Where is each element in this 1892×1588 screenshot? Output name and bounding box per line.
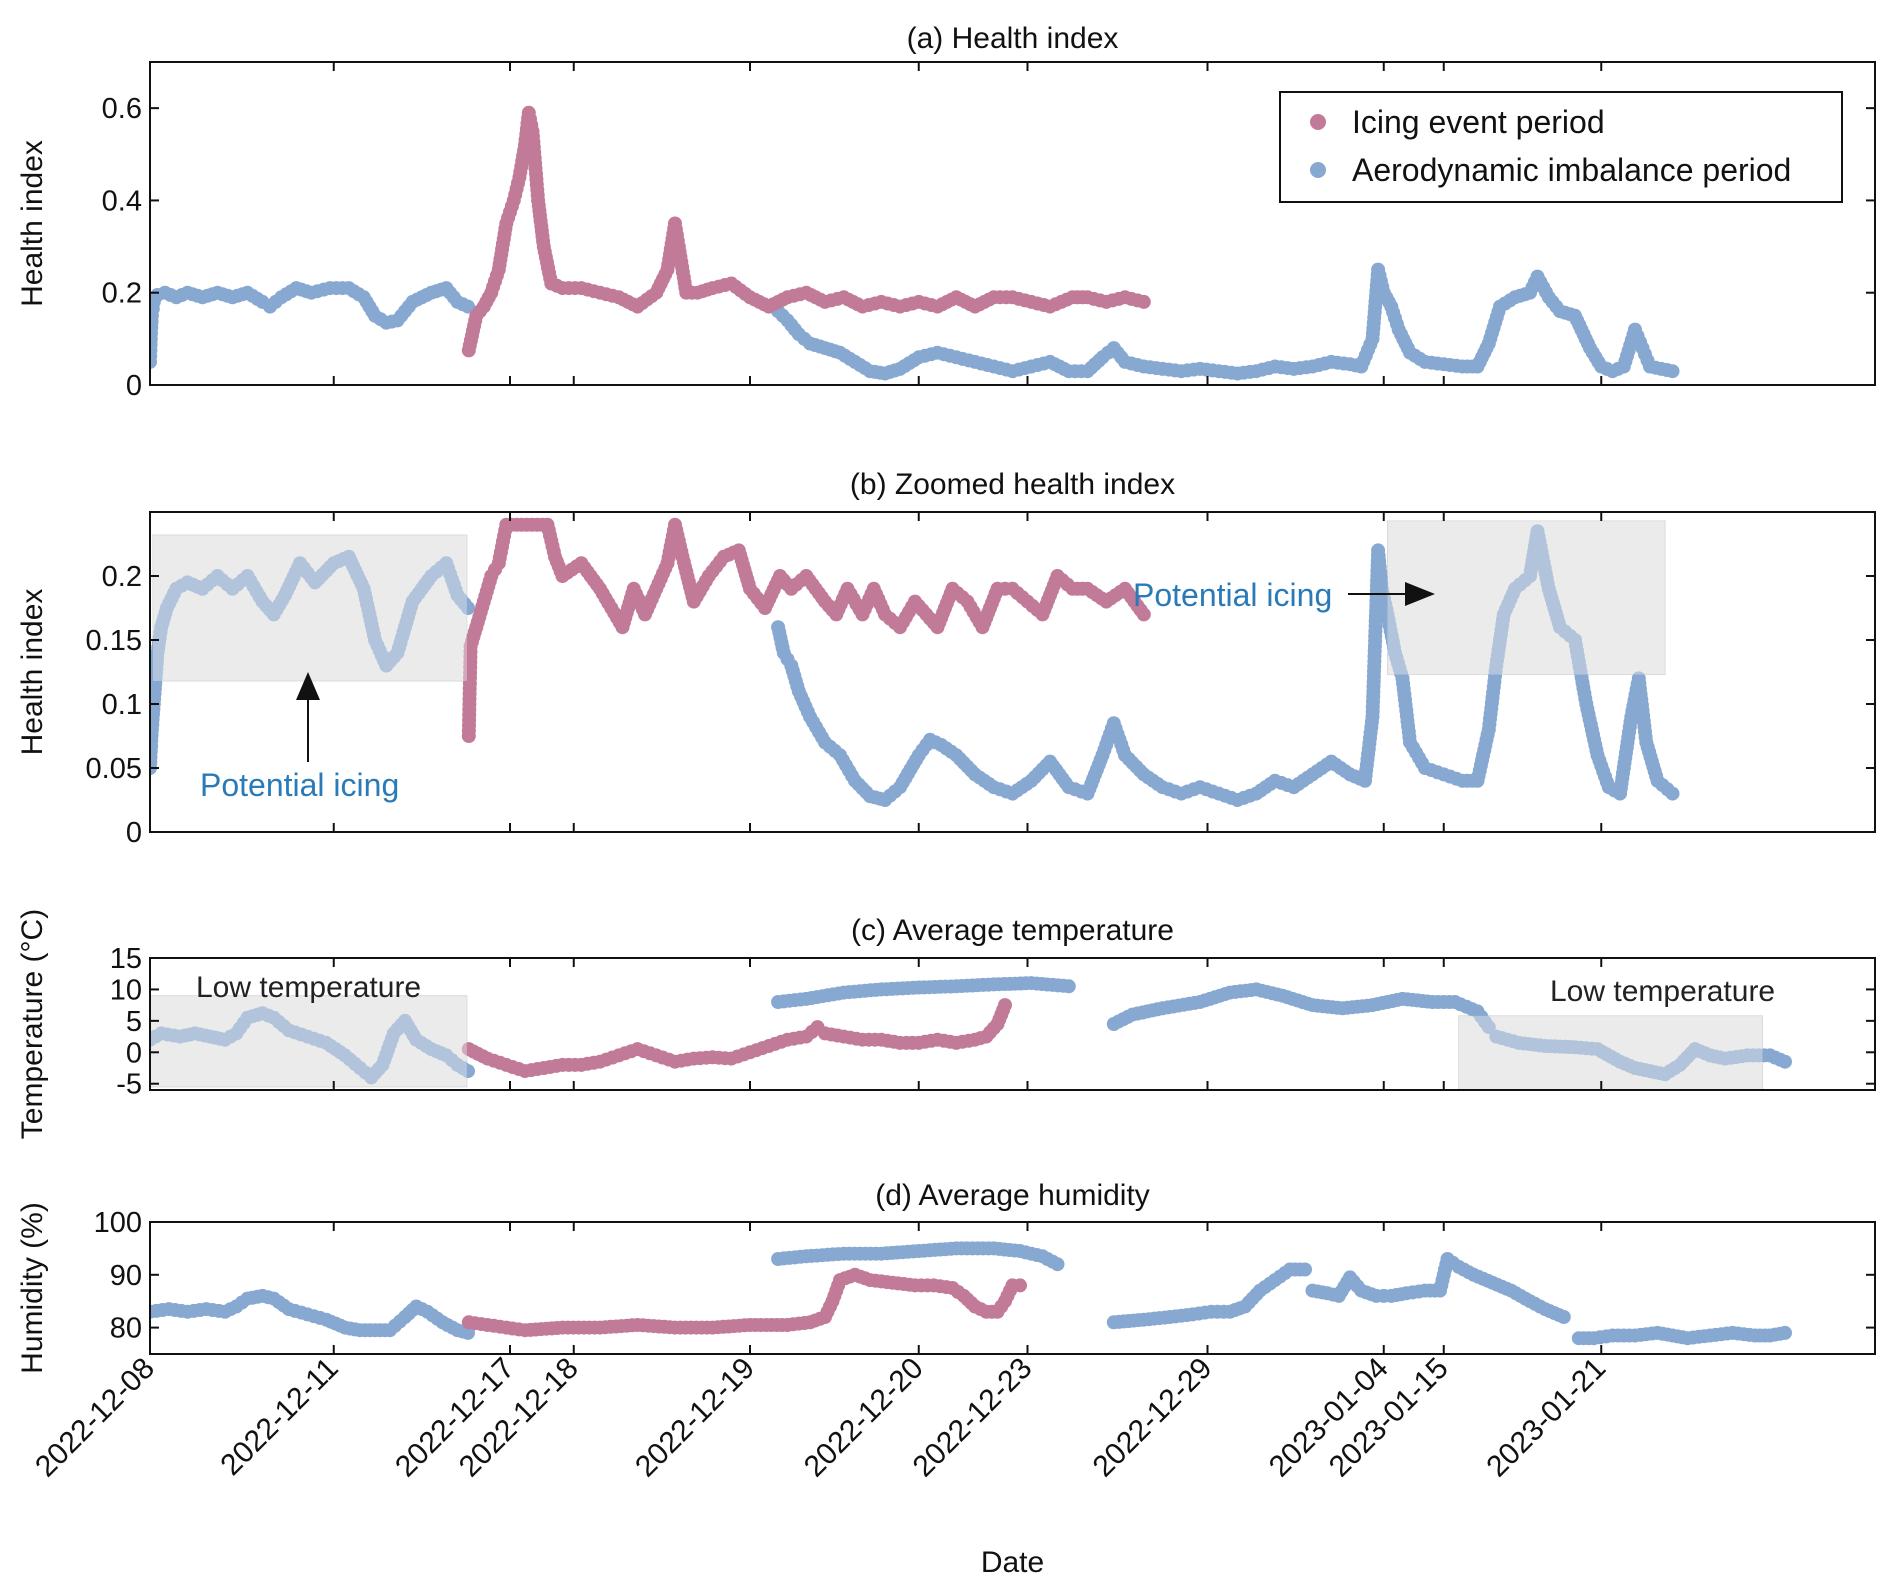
aero-point — [1061, 979, 1076, 994]
y-tick-label: 80 — [110, 1313, 142, 1345]
plot-frame — [149, 957, 1876, 1091]
icing-point — [1136, 607, 1151, 622]
annotation-potential-icing: Potential icing — [1133, 577, 1332, 613]
x-date-label: 2022-12-23 — [907, 1352, 1039, 1484]
aero-point — [1665, 364, 1680, 379]
legend-box — [1279, 91, 1843, 203]
aero-point — [1665, 786, 1680, 801]
y-tick-label: 0.15 — [86, 625, 142, 657]
y-tick-label: 0.6 — [102, 93, 142, 125]
y-tick-label: 15 — [110, 943, 142, 975]
aero-point — [1556, 1310, 1571, 1324]
y-tick-label: 90 — [110, 1260, 142, 1292]
y-tick-label: 0.2 — [102, 278, 142, 310]
series-points — [150, 976, 1792, 1085]
aero-point — [461, 601, 475, 615]
series-points — [150, 517, 1680, 807]
shaded-overlay — [153, 535, 467, 681]
x-date-label: 2022-12-29 — [1087, 1352, 1219, 1484]
y-axis-label: Temperature (°C) — [16, 909, 49, 1139]
aero-point — [1481, 1020, 1496, 1035]
y-tick-label: 0 — [126, 817, 142, 849]
y-tick-label: 0 — [126, 1037, 142, 1069]
arrow-head — [1405, 582, 1435, 606]
panel-title: (c) Average temperature — [851, 914, 1174, 947]
y-tick-label: 100 — [94, 1207, 142, 1239]
y-tick-label: 0.1 — [102, 689, 142, 721]
shaded-overlay — [1387, 520, 1665, 675]
shaded-overlay — [150, 995, 467, 1087]
annotation-potential-icing: Potential icing — [200, 767, 399, 803]
annotation-low-temperature: Low temperature — [196, 971, 421, 1004]
date-axis: 2022-12-08 2022-12-11 2022-12-172022-12-18… — [29, 1352, 1612, 1579]
aero-point — [1778, 1325, 1792, 1340]
y-tick-label: -5 — [116, 1069, 142, 1101]
panel-average-humidity: (d) Average humidity 80 90 100 Humidity (%) — [16, 1179, 1876, 1374]
panel-title: (b) Zoomed health index — [850, 468, 1175, 501]
x-axis-label: Date — [981, 1546, 1044, 1579]
panel-zoomed-health-index: (b) Zoomed health index 0 0.05 0.1 0.15 0.2 He… — [16, 468, 1876, 849]
arrow-head — [296, 672, 320, 700]
legend: Icing event period Aerodynamic imbalance … — [1279, 91, 1843, 203]
y-axis-label: Health index — [16, 589, 49, 756]
y-tick-label: 0 — [126, 370, 142, 402]
y-tick-label: 0.05 — [86, 753, 142, 785]
y-tick-label: 10 — [110, 974, 142, 1006]
icing-point — [1013, 1278, 1027, 1293]
series-points — [150, 105, 1680, 381]
shaded-region — [1387, 520, 1666, 676]
aero-point — [1778, 1054, 1792, 1069]
legend-marker-icing — [1310, 114, 1326, 130]
y-tick-label: 0.4 — [102, 185, 142, 217]
icing-point — [1136, 294, 1151, 309]
icing-point — [998, 998, 1012, 1013]
x-date-label: 2023-01-21 — [1480, 1352, 1612, 1484]
aero-point — [461, 1064, 475, 1079]
plot-frame — [149, 1221, 1876, 1355]
plot-frame — [149, 511, 1876, 833]
legend-label: Aerodynamic imbalance period — [1352, 152, 1791, 188]
y-axis-label: Health index — [16, 140, 49, 307]
legend-label: Icing event period — [1352, 104, 1605, 140]
series-points — [150, 1241, 1792, 1346]
aero-point — [461, 299, 475, 314]
y-tick-label: 5 — [126, 1006, 142, 1038]
shaded-overlay — [1458, 1015, 1763, 1090]
x-date-label: 2022-12-19 — [629, 1352, 761, 1484]
aero-point — [1050, 1257, 1065, 1272]
y-tick-label: 0.2 — [102, 561, 142, 593]
panel-health-index: (a) Health index 0 0.2 0.4 0.6 Health index Ic… — [16, 22, 1876, 402]
aero-point — [461, 1325, 475, 1340]
x-date-label: 2022-12-11 — [214, 1352, 344, 1482]
panel-title: (a) Health index — [907, 22, 1119, 55]
annotation-low-temperature: Low temperature — [1550, 975, 1775, 1008]
legend-marker-aero — [1310, 162, 1326, 178]
panel-title: (d) Average humidity — [875, 1179, 1150, 1212]
y-axis-label: Humidity (%) — [16, 1202, 49, 1374]
plot-frame — [149, 61, 1876, 386]
aero-point — [1298, 1262, 1312, 1277]
